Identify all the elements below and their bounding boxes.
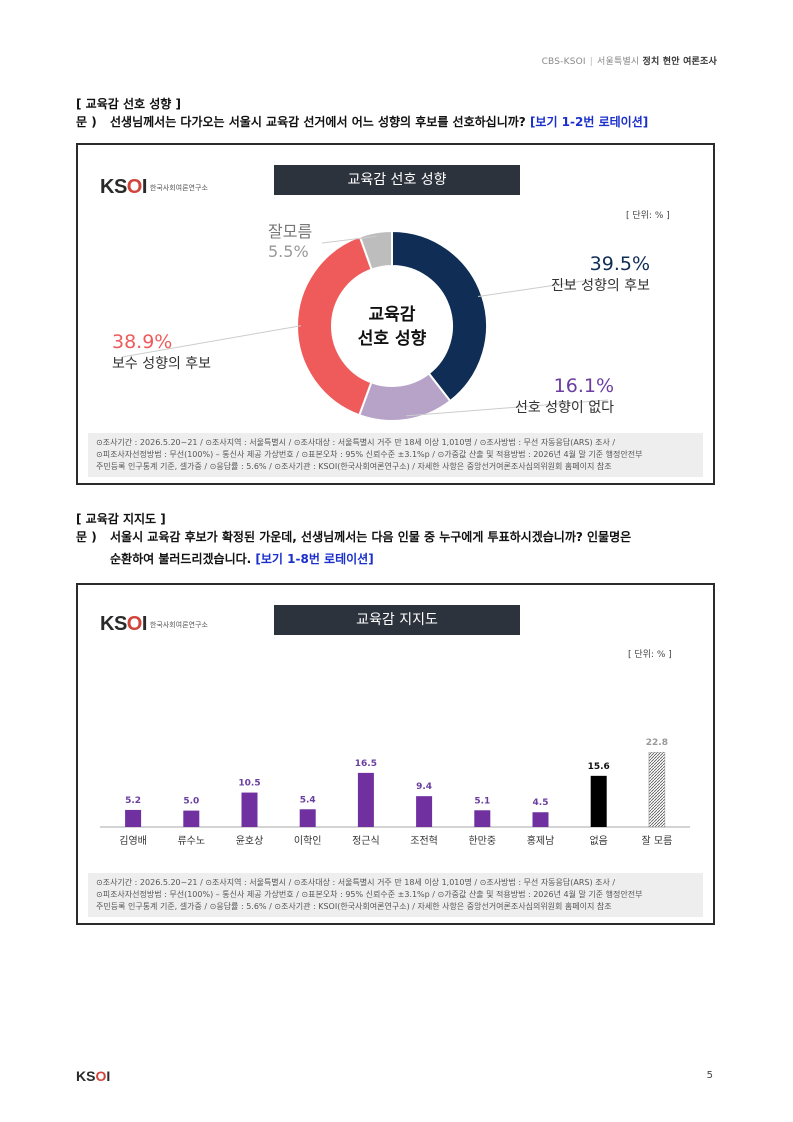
footnote-line1: ⊙조사기간 : 2026.5.20~21 / ⊙조사지역 : 서울특별시 / ⊙… <box>96 438 616 447</box>
label-unknown-name: 잘모름 <box>268 222 313 241</box>
chart2-title: 교육감 지지도 <box>274 605 520 635</box>
bar-3 <box>241 792 258 827</box>
label-none-value: 16.1% <box>553 375 614 397</box>
leader-line <box>405 399 609 417</box>
chart1-logo: KSOI 한국사회여론연구소 <box>100 176 208 199</box>
label-none: 16.1% 선호 성향이 없다 <box>492 375 614 417</box>
leader-line <box>321 235 377 244</box>
bar-category-label: 홍제남 <box>527 834 555 847</box>
bar-value-label: 5.2 <box>125 796 141 806</box>
bar-value-label: 15.6 <box>588 762 610 772</box>
chart2-logo: KSOI 한국사회여론연구소 <box>100 613 208 636</box>
label-conservative: 38.9% 보수 성향의 후보 <box>112 331 211 373</box>
question-text: 선생님께서는 다가오는 서울시 교육감 선거에서 어느 성향의 후보를 선호하십… <box>110 115 526 129</box>
leader-line <box>121 325 302 358</box>
bar-value-label: 4.5 <box>533 798 549 808</box>
footnote-line3: 주민등록 인구통계 기준, 셀가중 / ⊙응답률 : 5.6% / ⊙조사기관 … <box>96 902 612 911</box>
chart2-panel: KSOI 한국사회여론연구소 교육감 지지도 [ 단위: % ] 5.2 김영배 5… <box>76 583 715 925</box>
ksoi-logo: KSOI <box>100 176 147 198</box>
footnote-line2: ⊙피조사자선정방법 : 무선(100%) – 통신사 제공 가상번호 / ⊙표본… <box>96 890 643 899</box>
bar-category-label: 한만중 <box>468 835 496 847</box>
leader-line <box>478 279 591 298</box>
chart1-unit: [ 단위: % ] <box>626 211 670 221</box>
label-none-name: 선호 성향이 없다 <box>514 400 614 416</box>
question-label: 문 ) <box>76 115 97 129</box>
bar-category-label: 류수노 <box>177 835 205 847</box>
slice-conservative <box>296 235 373 417</box>
question-text-line2: 순환하여 불러드리겠습니다. <box>110 552 252 566</box>
bar-value-label: 9.4 <box>416 782 432 792</box>
section2-question: 문 ) 서울시 교육감 후보가 확정된 가운데, 선생님께서는 다음 인물 중 누… <box>76 526 631 570</box>
ksoi-logo: KSOI <box>100 613 147 635</box>
bar-10 <box>648 751 666 828</box>
bar-4 <box>299 809 316 827</box>
label-unknown-value: 5.5% <box>268 242 309 261</box>
footer-logo: KSOI <box>76 1068 111 1084</box>
header-left: CBS-KSOI <box>541 57 586 67</box>
label-conservative-value: 38.9% <box>112 331 173 353</box>
page-header: CBS-KSOI | 서울특별시 정치 현안 여론조사 <box>541 57 717 67</box>
slice-progressive <box>391 229 488 403</box>
bar-9 <box>590 775 607 827</box>
section2-title: [ 교육감 지지도 ] <box>76 512 166 526</box>
footnote-line2: ⊙피조사자선정방법 : 무선(100%) – 통신사 제공 가상번호 / ⊙표본… <box>96 450 643 459</box>
chart1-title: 교육감 선호 성향 <box>274 165 520 195</box>
footnote-line3: 주민등록 인구통계 기준, 셀가중 / ⊙응답률 : 5.6% / ⊙조사기관 … <box>96 462 612 471</box>
bar-value-label: 5.1 <box>474 796 490 806</box>
rotation-note: [보기 1-8번 로테이션] <box>255 552 374 566</box>
header-right: 정치 현안 여론조사 <box>642 57 717 67</box>
bar-5 <box>357 772 374 827</box>
question-text-line1: 서울시 교육감 후보가 확정된 가운데, 선생님께서는 다음 인물 중 누구에게… <box>110 530 632 544</box>
bar-7 <box>474 810 491 827</box>
chart2-unit: [ 단위: % ] <box>628 650 672 660</box>
org-name: 한국사회여론연구소 <box>149 620 208 629</box>
footnote-line1: ⊙조사기간 : 2026.5.20~21 / ⊙조사지역 : 서울특별시 / ⊙… <box>96 878 616 887</box>
donut-center-line1: 교육감 <box>369 305 416 325</box>
bar-1 <box>125 809 142 827</box>
bar-chart: 5.2 김영배 5.0 류수노 10.5 윤호상 5.4 이학인 16.5 정근식 9.4 조전혁 5.… <box>100 738 690 847</box>
bar-category-label: 윤호상 <box>236 835 264 847</box>
chart1-footnote: ⊙조사기간 : 2026.5.20~21 / ⊙조사지역 : 서울특별시 / ⊙… <box>88 433 703 477</box>
slice-unknown <box>358 229 393 271</box>
label-progressive-value: 39.5% <box>589 253 650 275</box>
bar-category-label: 잘 모름 <box>642 835 673 847</box>
bar-value-label: 5.4 <box>300 795 316 805</box>
label-unknown: 잘모름 5.5% <box>268 218 312 261</box>
section1-title: [ 교육감 선호 성향 ] <box>76 97 181 111</box>
section1-question: 문 ) 선생님께서는 다가오는 서울시 교육감 선거에서 어느 성향의 후보를 선… <box>76 111 648 133</box>
bar-category-label: 조전혁 <box>410 835 438 847</box>
bar-value-label: 10.5 <box>238 779 260 789</box>
donut-center-line2: 선호 성향 <box>358 328 427 349</box>
bar-category-label: 김영배 <box>119 835 147 847</box>
page-number: 5 <box>706 1070 713 1081</box>
rotation-note: [보기 1-2번 로테이션] <box>529 115 649 129</box>
bar-category-label: 없음 <box>589 834 607 847</box>
bar-value-label: 22.8 <box>646 738 668 748</box>
label-progressive-name: 진보 성향의 후보 <box>550 278 650 294</box>
org-name: 한국사회여론연구소 <box>149 183 208 192</box>
label-progressive: 39.5% 진보 성향의 후보 <box>528 253 650 295</box>
bar-6 <box>416 796 433 827</box>
bar-category-label: 정근식 <box>352 835 380 847</box>
label-conservative-name: 보수 성향의 후보 <box>112 356 212 372</box>
header-mid: 서울특별시 <box>597 57 640 67</box>
bar-category-label: 이학인 <box>294 835 322 847</box>
question-label: 문 ) <box>76 530 97 544</box>
chart2-footnote: ⊙조사기간 : 2026.5.20~21 / ⊙조사지역 : 서울특별시 / ⊙… <box>88 873 703 917</box>
bar-value-label: 16.5 <box>355 759 377 769</box>
bar-2 <box>183 810 200 827</box>
bar-8 <box>532 812 549 827</box>
bar-value-label: 5.0 <box>183 797 199 807</box>
